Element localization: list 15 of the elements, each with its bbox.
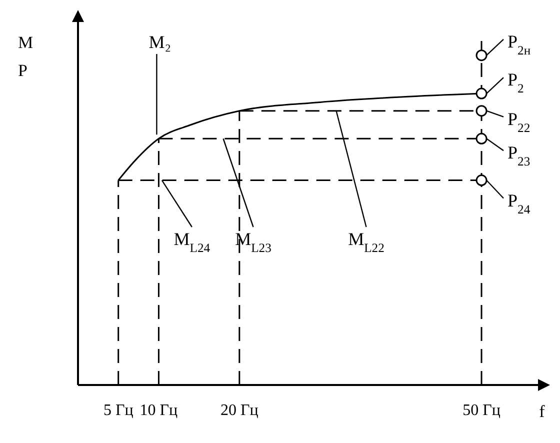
x-tick-label: 5 Гц — [103, 402, 134, 419]
legend-label: P$_{2н}$ — [508, 31, 531, 58]
text: M$_{L23}$ — [235, 229, 272, 255]
legend-label: P$_{22}$ — [508, 108, 530, 135]
legend-label: P$_{2}$ — [508, 70, 524, 96]
text: M$_{L22}$ — [348, 229, 384, 255]
series-label: P$_{24}$ — [508, 190, 531, 216]
y-axis-title: M P — [18, 33, 34, 80]
text: M$_{L24}$ — [174, 229, 211, 255]
x-tick-label: 50 Гц — [462, 402, 501, 419]
legend-label: P$_{23}$ — [508, 142, 530, 169]
x-tick-label: 20 Гц — [220, 402, 259, 419]
x-axis-title: f — [539, 402, 546, 421]
text: M₂ — [148, 32, 171, 52]
x-tick-label: 10 Гц — [140, 402, 178, 419]
